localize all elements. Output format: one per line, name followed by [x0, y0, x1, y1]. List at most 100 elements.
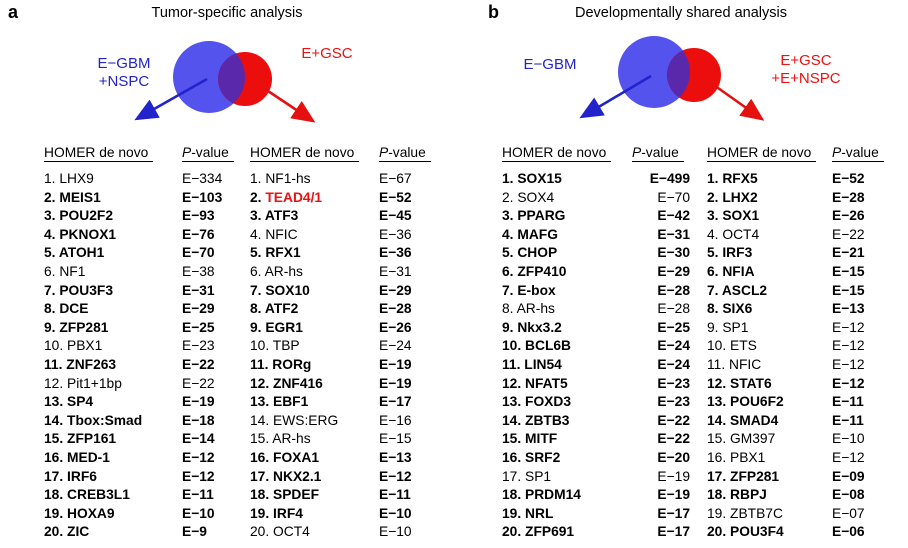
panel-a: a Tumor-specific analysis E−GBM +NSPC E+…	[8, 2, 434, 542]
list-item: 2. LHX2 E−28	[707, 189, 884, 208]
p-value: E−20	[657, 449, 690, 465]
p-value: E−24	[657, 338, 690, 354]
column-header-pvalue: P-value	[182, 145, 238, 162]
p-value: E−23	[182, 338, 215, 354]
p-value: E−12	[832, 356, 865, 372]
list-item: 7. SOX10 E−29	[250, 282, 434, 301]
list-header: HOMER de novo P-value	[707, 145, 884, 170]
list-item: 20. OCT4 E−10	[250, 523, 434, 542]
motif-rank-name: 20. ZIC	[44, 524, 90, 540]
list-item: 17. NKX2.1 E−12	[250, 468, 434, 487]
motif-rank-name: 15. MITF	[502, 431, 558, 447]
motif-rank-name: 14. ZBTB3	[502, 412, 570, 428]
panel-a-letter: a	[8, 2, 19, 22]
p-value: E−28	[657, 301, 690, 317]
p-value: E−12	[182, 468, 215, 484]
list-item: 15. ZFP161 E−14	[44, 430, 238, 449]
p-value: E−26	[832, 208, 865, 224]
list-item: 8. ATF2 E−28	[250, 300, 434, 319]
motif-rank-name: 1. SOX15	[502, 171, 562, 186]
column-header-motif: HOMER de novo	[502, 145, 612, 162]
p-value: E−9	[182, 524, 207, 540]
p-value: E−19	[379, 375, 412, 391]
p-value: E−29	[379, 282, 412, 298]
motif-rank-name: 18. CREB3L1	[44, 487, 130, 503]
p-value: E−23	[657, 375, 690, 391]
p-value: E−25	[182, 319, 215, 335]
motif-rank-name: 15. AR-hs	[250, 431, 311, 447]
motif-rank-name: 12. NFAT5	[502, 375, 568, 391]
list-item: 12. ZNF416 E−19	[250, 375, 434, 394]
motif-rank-name: 11. ZNF263	[44, 356, 117, 372]
p-value: E−12	[832, 375, 865, 391]
p-value: E−17	[657, 524, 690, 540]
p-value: E−93	[182, 208, 215, 224]
p-value: E−70	[182, 245, 215, 261]
list-item: 12. Pit1+1bp E−22	[44, 375, 238, 394]
list-item: 18. PRDM14 E−19	[502, 486, 690, 505]
list-header: HOMER de novo P-value	[502, 145, 690, 170]
p-value: E−38	[182, 263, 215, 279]
list-item: 10. TBP E−24	[250, 337, 434, 356]
venn-left-label: E−GBM +NSPC	[97, 55, 151, 90]
p-value: E−31	[379, 263, 412, 279]
motif-rank-name: 16. PBX1	[707, 449, 766, 465]
motif-rank-name: 17. ZFP281	[707, 468, 780, 484]
list-item: 16. SRF2 E−20	[502, 449, 690, 468]
motif-rank-name: 10. TBP	[250, 338, 300, 354]
list-header: HOMER de novo P-value	[250, 145, 434, 170]
motif-rank-name: 6. AR-hs	[250, 263, 303, 279]
motif-rank-name: 2. TEAD4/1	[250, 189, 323, 205]
p-value: E−22	[657, 412, 690, 428]
list-item: 16. MED-1 E−12	[44, 449, 238, 468]
venn-right-label: E+GSC	[301, 45, 353, 62]
list-item: 13. EBF1 E−17	[250, 393, 434, 412]
motif-rank-name: 9. ZFP281	[44, 319, 109, 335]
list-item: 7. E-box E−28	[502, 282, 690, 301]
p-value: E−103	[182, 189, 223, 205]
p-value: E−06	[832, 524, 865, 540]
motif-rank-name: 17. IRF6	[44, 468, 97, 484]
list-item: 14. ZBTB3 E−22	[502, 412, 690, 431]
p-value: E−10	[182, 505, 215, 521]
list-item: 17. ZFP281 E−09	[707, 468, 884, 487]
p-value: E−499	[649, 171, 690, 186]
motif-rank-name: 19. ZBTB7C	[707, 505, 783, 521]
motif-rank-name: 7. POU3F3	[44, 282, 114, 298]
p-value: E−29	[657, 263, 690, 279]
p-value: E−28	[832, 189, 865, 205]
p-value: E−36	[379, 226, 412, 242]
motif-rank-name: 9. SP1	[707, 319, 749, 335]
list-item: 9. SP1 E−12	[707, 319, 884, 338]
list-item: 2. TEAD4/1 E−52	[250, 189, 434, 208]
list-item: 11. NFIC E−12	[707, 356, 884, 375]
motif-rank-name: 13. EBF1	[250, 394, 309, 410]
p-value: E−24	[379, 338, 412, 354]
list-item: 17. IRF6 E−12	[44, 468, 238, 487]
motif-rank-name: 14. SMAD4	[707, 412, 779, 428]
venn-right-label: E+GSC +E+NSPC	[771, 52, 841, 87]
motif-rank-name: 7. E-box	[502, 282, 556, 298]
p-value: E−36	[379, 245, 412, 261]
p-value: E−31	[182, 282, 215, 298]
p-value: E−30	[657, 245, 690, 261]
motif-list-a2: HOMER de novo P-value 1. NF1-hs E−67 2. TE…	[250, 145, 434, 542]
motif-rank-name: 5. RFX1	[250, 245, 301, 261]
motif-rank-name: 5. CHOP	[502, 245, 558, 261]
p-value: E−21	[832, 245, 865, 261]
motif-rank-name: 4. OCT4	[707, 226, 760, 242]
motif-rank-name: 8. DCE	[44, 301, 89, 317]
list-item: 7. POU3F3 E−31	[44, 282, 238, 301]
motif-rank-name: 9. EGR1	[250, 319, 303, 335]
motif-rank-name: 17. SP1	[502, 468, 552, 484]
list-header: HOMER de novo P-value	[44, 145, 238, 170]
motif-rank-name: 16. MED-1	[44, 449, 110, 465]
motif-rank-name: 19. IRF4	[250, 505, 303, 521]
p-value: E−15	[379, 431, 412, 447]
p-value: E−12	[832, 338, 865, 354]
list-item: 4. OCT4 E−22	[707, 226, 884, 245]
p-value: E−15	[832, 282, 865, 298]
list-item: 13. FOXD3 E−23	[502, 393, 690, 412]
list-item: 4. NFIC E−36	[250, 226, 434, 245]
motif-rank-name: 13. FOXD3	[502, 394, 572, 410]
